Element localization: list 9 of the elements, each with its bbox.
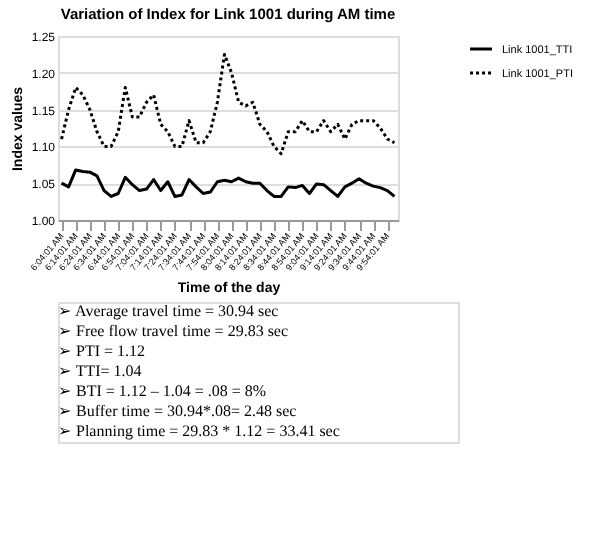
text: ➢ PTI = 1.12: [58, 342, 146, 360]
text: ➢ TTI= 1.04: [58, 362, 142, 380]
line-series: [60, 168, 396, 198]
text: ➢ BTI = 1.12 – 1.04 = .08 = 8%: [58, 382, 267, 400]
text: ➢ Free flow travel time = 29.83 sec: [58, 322, 289, 340]
line-series: [60, 52, 396, 156]
text: ➢ Planning time = 29.83 * 1.12 = 33.41 sec: [58, 422, 341, 440]
text: ➢ Average travel time = 30.94 sec: [58, 302, 280, 320]
text: ➢ Buffer time = 30.94*.08= 2.48 sec: [58, 402, 298, 420]
